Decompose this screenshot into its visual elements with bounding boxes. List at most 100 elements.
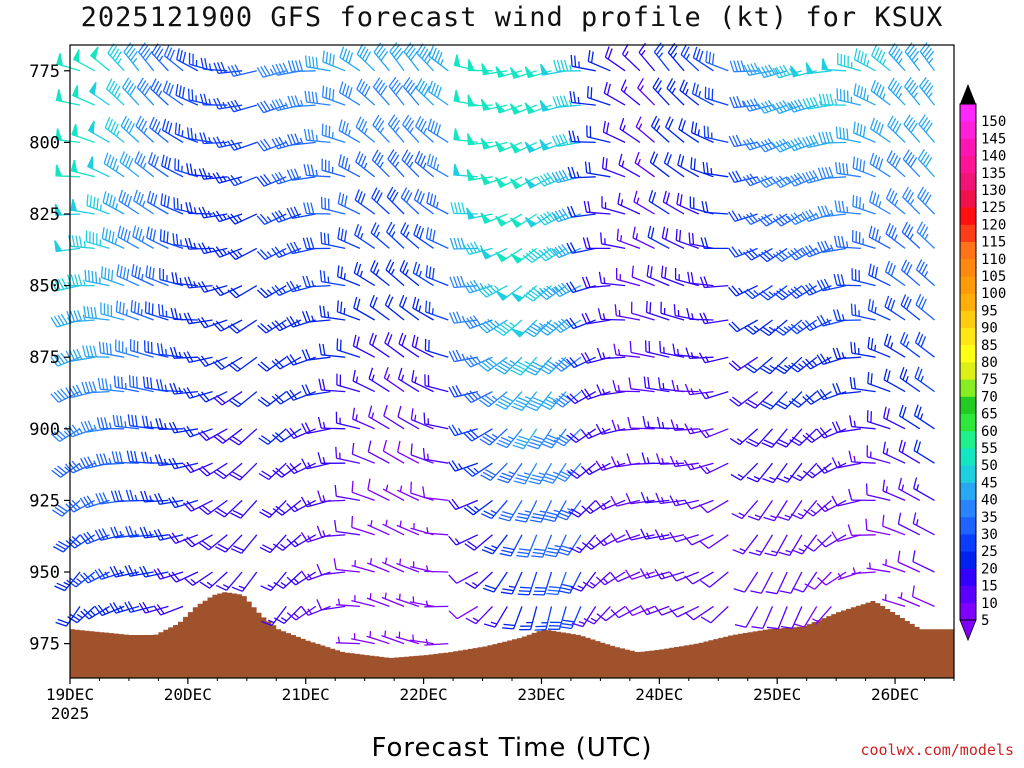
colorbar-swatch [960,293,976,311]
wind-barb [95,453,125,466]
wind-barb [659,341,685,358]
wind-barb [227,247,258,261]
wind-barb [524,66,552,79]
wind-barb [568,499,597,518]
x-tick-label: 21DEC [282,685,330,704]
wind-barb [679,79,700,106]
wind-barb [884,295,906,321]
wind-barb [453,54,478,72]
wind-barb [336,373,361,393]
wind-barb [691,82,714,106]
wind-barb [168,457,199,470]
wind-barb [851,230,876,250]
wind-barb [583,605,611,625]
wind-barb [630,301,655,321]
wind-barb [355,151,376,178]
wind-barb [502,606,523,630]
wind-barb [621,43,641,72]
terrain-fill [70,592,954,678]
wind-barb [538,319,567,336]
wind-barb [316,563,346,576]
wind-barb [448,498,479,511]
wind-barb [565,317,596,330]
wind-barb [747,500,774,521]
colorbar-swatch [960,344,976,363]
wind-barb [571,606,597,628]
wind-barb [671,379,699,393]
wind-barb [730,462,759,481]
wind-barb [759,356,788,375]
wind-barb [480,98,508,111]
wind-barb [213,428,243,444]
wind-barb [514,500,538,523]
wind-barb [546,571,567,596]
wind-barb [699,276,729,289]
wind-barb [56,53,81,72]
wind-barb [500,571,523,595]
wind-barb [67,274,95,287]
x-tick-label: 24DEC [635,685,683,704]
wind-barb [647,225,670,249]
wind-barb [887,115,906,143]
wind-barb [619,117,641,143]
wind-barb [899,332,921,358]
wind-barb [424,374,449,393]
wind-barb [837,52,862,72]
wind-barb [198,462,228,477]
wind-barb [229,462,258,481]
wind-barb [111,451,139,464]
wind-barb [304,55,331,72]
colorbar-swatch [960,396,976,414]
wind-barb [745,428,773,448]
wind-barb [373,42,390,72]
colorbar-swatch [960,138,976,156]
wind-barb [759,319,788,337]
wind-barb [479,391,508,408]
wind-barb [635,116,656,143]
colorbar-swatch [960,379,976,397]
wind-barb [300,496,331,508]
wind-barb [303,202,331,215]
wind-barb [271,428,302,443]
wind-barb [626,453,655,466]
wind-barb [803,534,832,552]
wind-barb [883,406,906,430]
colorbar-label: 90 [981,321,998,337]
x-tick-label: 26DEC [871,685,919,704]
wind-barb [186,127,213,144]
wind-barb [869,117,891,143]
colorbar-swatch [960,121,976,139]
wind-barb [212,136,243,149]
colorbar-swatch [960,482,976,500]
wind-barb [399,259,420,287]
y-tick-label: 875 [29,348,60,368]
wind-barb [462,354,493,368]
wind-barb [366,593,390,608]
wind-barb [745,391,773,409]
wind-barb [650,115,670,143]
wind-barb [352,407,375,430]
wind-barb [560,606,582,630]
wind-barb [729,60,758,73]
wind-barb [686,307,714,321]
wind-barb [271,171,302,185]
wind-barb [197,316,228,329]
wind-barb [86,156,110,178]
wind-barb [257,391,287,407]
wind-barb [146,190,169,215]
wind-barb [320,232,346,250]
credit-link[interactable]: coolwx.com/models [860,741,1014,759]
wind-barb [513,462,538,485]
wind-barb [301,384,331,397]
wind-barb [427,80,449,106]
wind-barb [661,226,685,249]
wind-barb [259,534,287,554]
wind-barb [372,114,390,143]
wind-barb [698,352,729,364]
wind-barb [146,226,169,249]
wind-barb [802,96,832,110]
wind-barb [529,500,553,523]
wind-barb [136,77,155,106]
wind-barb [700,571,729,588]
wind-barb [847,524,876,537]
